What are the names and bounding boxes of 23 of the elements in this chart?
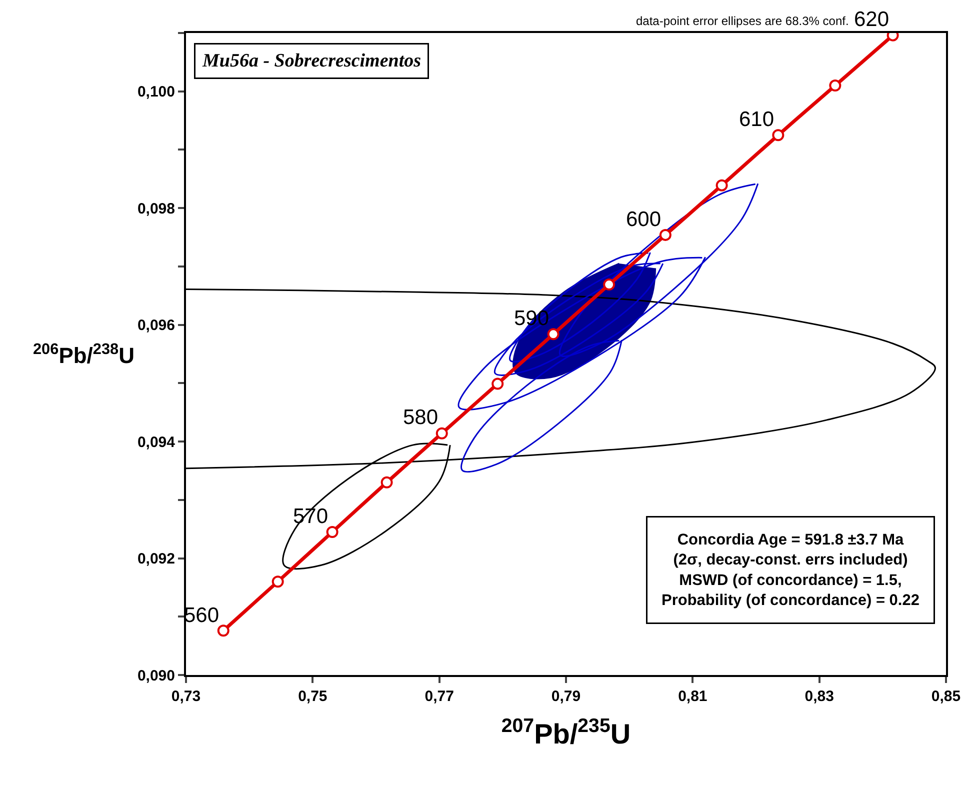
y-tick-label: 0,094 xyxy=(137,434,176,451)
x-tick-label: 0,79 xyxy=(551,688,581,705)
x-tick-label: 0,81 xyxy=(678,688,708,705)
annotation: 620 xyxy=(854,8,890,31)
annotation: Concordia Age = 591.8 ±3.7 Ma (2σ, decay-const. errs included) MSWD (of concordance) = 1.5, Probability (of concordance) = 0.22 xyxy=(662,532,920,609)
y-tick-label: 0,100 xyxy=(137,84,175,101)
x-tick-label: 0,83 xyxy=(804,688,834,705)
text: data-point error ellipses are 68.3% conf. xyxy=(636,14,849,28)
annotation: 600 xyxy=(626,208,662,231)
y-tick-label: 0,090 xyxy=(137,667,175,684)
x-axis-title: $^{207}$Pb/$^{235}$U xyxy=(501,714,631,750)
annotation: 610 xyxy=(739,108,774,131)
annotation: 560 xyxy=(184,604,220,627)
x-tick-label: 0,73 xyxy=(171,688,201,705)
y-tick-label: 0,092 xyxy=(137,550,175,568)
text: Mu56a - Sobrecrescimentos xyxy=(202,50,421,72)
y-tick-label: 0,098 xyxy=(137,200,175,218)
y-axis-title: $^{206}$Pb/$^{238}$U xyxy=(33,341,134,368)
annotation: 580 xyxy=(403,406,438,429)
x-tick-label: 0,85 xyxy=(931,688,961,705)
x-tick-label: 0,75 xyxy=(298,688,328,705)
x-tick-label: 0,77 xyxy=(424,688,454,705)
y-tick-label: 0,096 xyxy=(137,317,175,334)
